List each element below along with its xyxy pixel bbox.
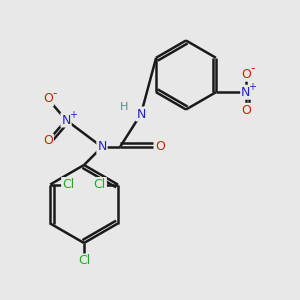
Text: Cl: Cl bbox=[62, 178, 74, 191]
Text: N: N bbox=[136, 107, 146, 121]
Text: -: - bbox=[250, 62, 255, 75]
Text: N: N bbox=[241, 86, 250, 99]
Text: +: + bbox=[248, 82, 256, 92]
Text: O: O bbox=[156, 140, 165, 154]
Text: N: N bbox=[61, 113, 71, 127]
Text: H: H bbox=[120, 101, 129, 112]
Text: Cl: Cl bbox=[78, 254, 90, 268]
Text: O: O bbox=[241, 104, 251, 117]
Text: Cl: Cl bbox=[94, 178, 106, 191]
Text: +: + bbox=[69, 110, 76, 120]
Text: O: O bbox=[43, 134, 53, 148]
Text: -: - bbox=[52, 87, 57, 100]
Text: N: N bbox=[97, 140, 107, 154]
Text: O: O bbox=[241, 68, 251, 81]
Text: O: O bbox=[43, 92, 53, 106]
